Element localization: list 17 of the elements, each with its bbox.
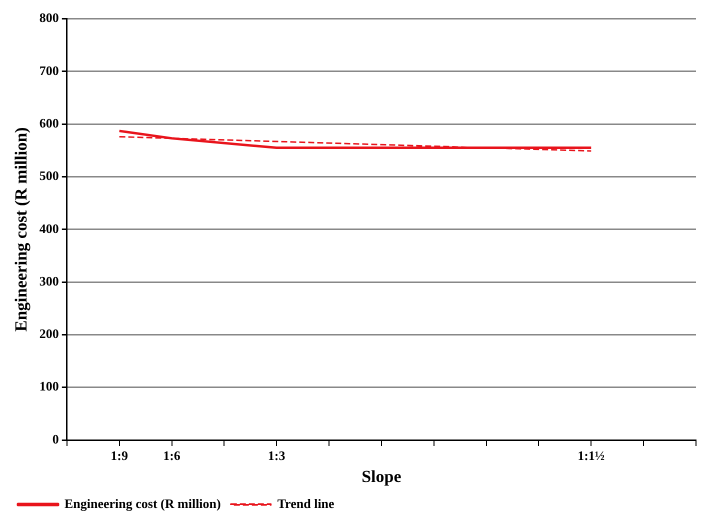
y-tick-label: 800 [39,10,59,26]
x-axis-title: Slope [362,467,402,486]
y-tick-label: 0 [52,431,59,446]
x-tick-label: 1:3 [268,448,286,464]
x-tick-label: 1:1½ [578,448,605,464]
legend-label: Engineering cost (R million) [64,496,221,511]
y-tick-label: 200 [39,326,59,342]
y-tick-label: 300 [39,273,59,288]
legend-label: Trend line [277,496,335,511]
x-tick-label: 1:6 [163,448,181,464]
y-axis-title: Engineering cost (R million) [12,127,31,332]
y-tick-label: 400 [39,220,59,236]
y-tick-label: 700 [39,62,59,78]
y-tick-label: 100 [39,378,59,394]
x-tick-label: 1:9 [110,448,128,464]
y-tick-label: 600 [39,115,59,130]
y-tick-label: 500 [39,168,59,184]
